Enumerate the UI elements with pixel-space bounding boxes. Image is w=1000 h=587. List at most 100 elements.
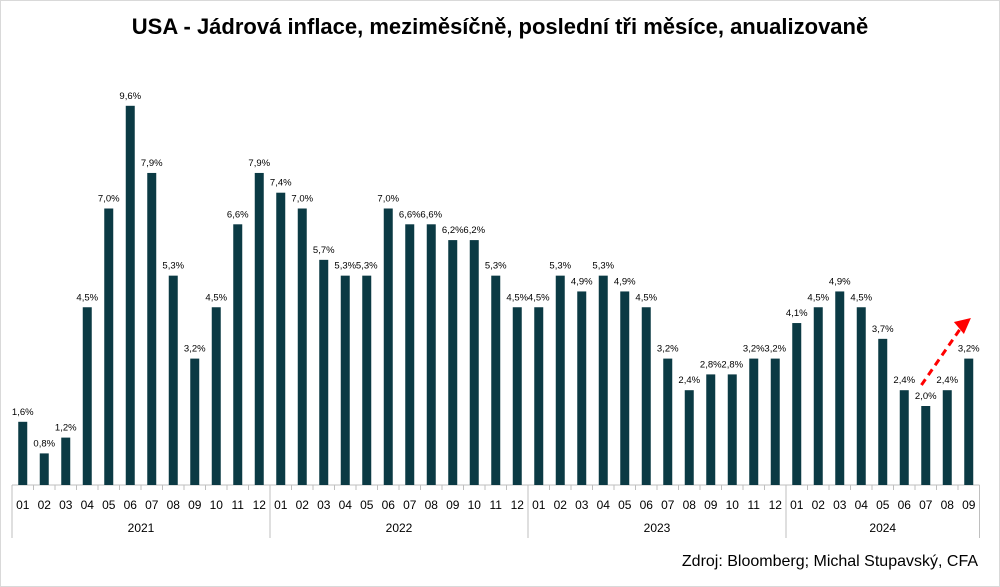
tick-label-2023-08: 08 — [683, 498, 697, 512]
bar-2021-01 — [18, 421, 28, 485]
data-label-2023-02: 5,3% — [549, 261, 571, 272]
tick-label-2021-08: 08 — [167, 498, 181, 512]
bar-2023-05 — [620, 291, 630, 485]
data-label-2021-05: 7,0% — [98, 194, 120, 205]
bar-2022-06 — [383, 208, 393, 485]
data-label-2021-12: 7,9% — [248, 158, 270, 169]
tick-label-2024-07: 07 — [919, 498, 933, 512]
tick-label-2024-08: 08 — [941, 498, 955, 512]
bar-2021-02 — [39, 453, 49, 485]
data-label-2022-09: 6,2% — [442, 225, 464, 236]
data-label-2023-03: 4,9% — [571, 276, 593, 287]
data-label-2023-04: 5,3% — [592, 261, 614, 272]
group-label-2024: 2024 — [869, 521, 896, 535]
tick-label-2024-05: 05 — [876, 498, 890, 512]
tick-label-2021-12: 12 — [253, 498, 267, 512]
data-label-2023-09: 2,8% — [700, 359, 722, 370]
tick-label-2022-09: 09 — [446, 498, 460, 512]
bar-2021-09 — [190, 358, 200, 485]
data-label-2023-01: 4,5% — [528, 292, 550, 303]
data-label-2021-06: 9,6% — [119, 91, 141, 102]
data-label-2024-09: 3,2% — [958, 344, 980, 355]
data-label-2022-11: 5,3% — [485, 261, 507, 272]
tick-label-2023-12: 12 — [769, 498, 783, 512]
tick-label-2023-11: 11 — [748, 498, 761, 512]
tick-label-2023-04: 04 — [597, 498, 611, 512]
bar-2023-04 — [598, 275, 608, 485]
data-label-2023-12: 3,2% — [764, 344, 786, 355]
tick-label-2024-03: 03 — [833, 498, 847, 512]
tick-label-2022-08: 08 — [425, 498, 439, 512]
bar-2022-09 — [448, 240, 458, 485]
tick-label-2021-10: 10 — [210, 498, 224, 512]
tick-label-2021-01: 01 — [16, 498, 30, 512]
bar-2022-07 — [405, 224, 415, 486]
data-label-2024-04: 4,5% — [850, 292, 872, 303]
group-label-2022: 2022 — [386, 521, 413, 535]
data-label-2024-01: 4,1% — [786, 308, 808, 319]
tick-label-2022-03: 03 — [317, 498, 331, 512]
tick-label-2022-10: 10 — [468, 498, 482, 512]
tick-label-2021-11: 11 — [232, 498, 245, 512]
data-label-2022-04: 5,3% — [334, 261, 356, 272]
data-label-2022-01: 7,4% — [270, 178, 292, 189]
tick-label-2024-02: 02 — [812, 498, 826, 512]
bar-2021-07 — [147, 172, 157, 485]
group-label-2023: 2023 — [644, 521, 671, 535]
data-label-2022-07: 6,6% — [399, 209, 421, 220]
tick-label-2022-11: 11 — [490, 498, 503, 512]
bar-2024-05 — [878, 338, 888, 485]
data-label-2021-01: 1,6% — [12, 407, 34, 418]
data-label-2023-10: 2,8% — [721, 359, 743, 370]
tick-label-2022-12: 12 — [511, 498, 525, 512]
data-label-2024-08: 2,4% — [936, 375, 958, 386]
bar-2023-08 — [684, 390, 694, 485]
tick-label-2023-05: 05 — [618, 498, 632, 512]
bar-2024-02 — [813, 307, 823, 485]
bar-2021-12 — [254, 172, 264, 485]
tick-label-2021-04: 04 — [81, 498, 95, 512]
tick-label-2022-04: 04 — [339, 498, 353, 512]
data-label-2024-05: 3,7% — [872, 324, 894, 335]
bar-2024-09 — [964, 358, 974, 485]
data-label-2023-05: 4,9% — [614, 276, 636, 287]
data-label-2021-11: 6,6% — [227, 209, 249, 220]
data-label-2021-03: 1,2% — [55, 423, 77, 434]
bar-2021-05 — [104, 208, 114, 485]
data-label-2024-07: 2,0% — [915, 391, 937, 402]
bar-2023-11 — [749, 358, 759, 485]
tick-label-2022-06: 06 — [382, 498, 396, 512]
tick-label-2022-01: 01 — [274, 498, 288, 512]
tick-label-2021-06: 06 — [124, 498, 138, 512]
bar-2023-06 — [641, 307, 651, 485]
data-label-2021-10: 4,5% — [205, 292, 227, 303]
tick-label-2023-10: 10 — [726, 498, 740, 512]
data-label-2022-06: 7,0% — [377, 194, 399, 205]
bar-2023-03 — [577, 291, 587, 485]
tick-label-2021-05: 05 — [102, 498, 116, 512]
tick-label-2023-01: 01 — [532, 498, 546, 512]
bar-2024-04 — [856, 307, 866, 485]
tick-label-2023-02: 02 — [554, 498, 568, 512]
data-label-2022-05: 5,3% — [356, 261, 378, 272]
trend-arrow-head — [953, 318, 971, 334]
data-label-2023-11: 3,2% — [743, 344, 765, 355]
tick-label-2024-04: 04 — [855, 498, 869, 512]
data-label-2023-08: 2,4% — [678, 375, 700, 386]
bar-2023-10 — [727, 374, 737, 485]
data-label-2021-04: 4,5% — [76, 292, 98, 303]
tick-label-2022-05: 05 — [360, 498, 374, 512]
data-label-2023-07: 3,2% — [657, 344, 679, 355]
bar-2022-01 — [276, 192, 286, 485]
data-label-2022-03: 5,7% — [313, 245, 335, 256]
data-label-2022-10: 6,2% — [463, 225, 485, 236]
bar-2022-02 — [297, 208, 307, 485]
tick-label-2022-07: 07 — [403, 498, 417, 512]
tick-label-2024-09: 09 — [962, 498, 976, 512]
bar-2022-03 — [319, 259, 329, 485]
bar-2022-10 — [469, 240, 479, 485]
trend-arrow-line — [920, 324, 965, 386]
bar-2021-06 — [125, 105, 135, 486]
group-label-2021: 2021 — [128, 521, 155, 535]
